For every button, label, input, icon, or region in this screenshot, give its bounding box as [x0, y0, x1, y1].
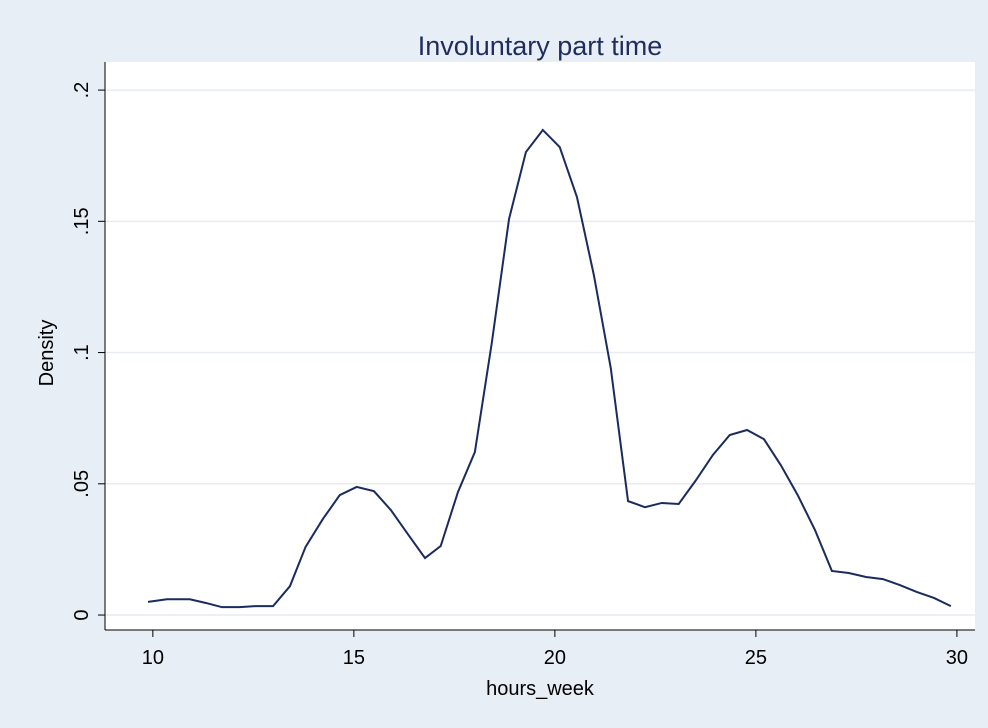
chart-title: Involuntary part time	[418, 31, 663, 61]
plot-area	[105, 62, 975, 630]
x-tick-label: 10	[142, 647, 164, 669]
x-tick-label: 25	[745, 647, 767, 669]
y-tick-label: .1	[71, 344, 93, 361]
y-tick-label: .15	[71, 207, 93, 235]
y-tick-label: 0	[71, 609, 93, 620]
x-tick-label: 30	[946, 647, 968, 669]
line	[147, 128, 952, 609]
y-tick-label: .2	[71, 82, 93, 99]
y-tick-label: .05	[71, 470, 93, 498]
y-axis-label: Density	[36, 320, 58, 387]
x-tick-label: 20	[544, 647, 566, 669]
x-tick-label: 15	[343, 647, 365, 669]
x-axis-label: hours_week	[486, 678, 595, 700]
